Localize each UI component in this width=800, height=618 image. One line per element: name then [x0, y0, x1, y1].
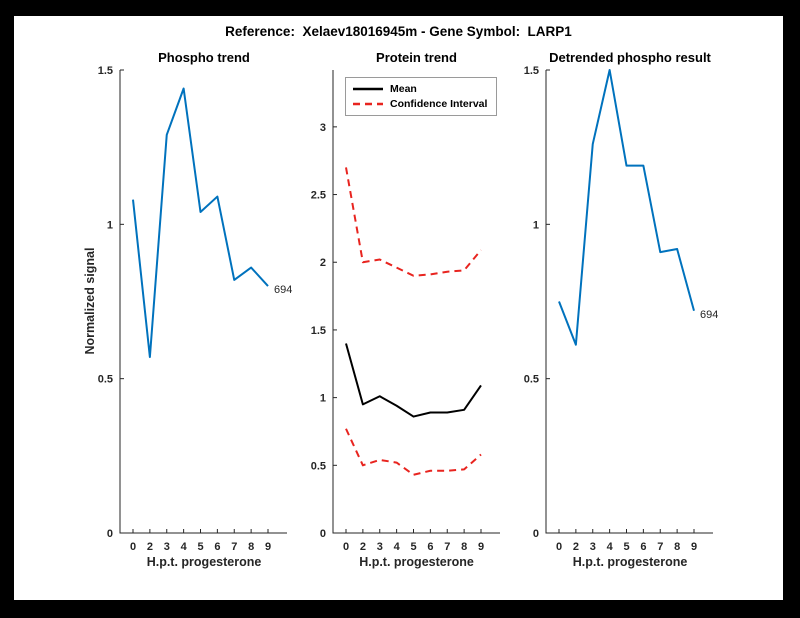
y-tick-label: 1.5 [311, 325, 326, 337]
x-tick-label: 9 [478, 541, 484, 553]
y-tick-label: 0.5 [524, 374, 539, 386]
x-tick-label: 6 [214, 541, 220, 553]
legend-label-mean: Mean [390, 83, 417, 95]
plot3-title: Detrended phospho result [549, 50, 711, 65]
legend-line-dashed-icon [353, 102, 383, 106]
x-tick-label: 8 [674, 541, 680, 553]
y-tick-label: 0.5 [311, 460, 326, 472]
y-tick-label: 1.5 [98, 65, 113, 77]
x-tick-label: 9 [691, 541, 697, 553]
end-point-label: 694 [700, 309, 718, 321]
end-point-label: 694 [274, 284, 292, 296]
x-tick-label: 3 [377, 541, 383, 553]
x-tick-label: 8 [461, 541, 467, 553]
legend-entry-confidence-interval: Confidence Interval [353, 98, 487, 110]
x-tick-label: 5 [623, 541, 629, 553]
legend-label-confidence-interval: Confidence Interval [390, 98, 488, 110]
y-tick-label: 0 [107, 528, 113, 540]
legend-entry-mean: Mean [353, 83, 487, 95]
x-tick-label: 3 [164, 541, 170, 553]
x-tick-label: 4 [607, 541, 614, 553]
x-tick-label: 7 [444, 541, 450, 553]
legend-line-solid-icon [353, 87, 383, 91]
x-tick-label: 9 [265, 541, 271, 553]
x-tick-label: 0 [556, 541, 562, 553]
x-tick-label: 6 [640, 541, 646, 553]
x-tick-label: 2 [573, 541, 579, 553]
x-tick-label: 0 [343, 541, 349, 553]
series-mean [345, 343, 482, 418]
y-tick-label: 1.5 [524, 65, 539, 77]
x-tick-label: 7 [657, 541, 663, 553]
x-tick-label: 5 [410, 541, 416, 553]
axis-lines [332, 70, 500, 534]
protein-trend-plot: 00.511.522.530 2 3 4 5 6 7 8 9 [311, 70, 500, 553]
x-tick-label: 6 [427, 541, 433, 553]
y-tick-label: 0 [533, 528, 539, 540]
plot2-title: Protein trend [376, 50, 457, 65]
x-tick-label: 8 [248, 541, 254, 553]
x-tick-label: 0 [130, 541, 136, 553]
y-tick-label: 2 [320, 257, 326, 269]
series-phospho-signal [132, 87, 269, 359]
figure-canvas: Reference: Xelaev18016945m - Gene Symbol… [14, 16, 783, 600]
y-tick-label: 1 [107, 219, 113, 231]
plot2-xlabel: H.p.t. progesterone [359, 555, 474, 569]
y-tick-label: 0.5 [98, 374, 113, 386]
x-tick-label: 2 [147, 541, 153, 553]
x-tick-label: 5 [197, 541, 203, 553]
plot3-xlabel: H.p.t. progesterone [572, 555, 688, 569]
series-confidence-interval-lower [345, 428, 482, 476]
y-tick-label: 0 [320, 528, 326, 540]
plot1-xlabel: H.p.t. progesterone [146, 555, 262, 569]
y-tick-label: 3 [320, 122, 326, 134]
legend-box: Mean Confidence Interval [345, 77, 498, 116]
x-tick-label: 3 [590, 541, 596, 553]
y-tick-label: 1 [320, 393, 326, 405]
figure-title: Reference: Xelaev18016945m - Gene Symbol… [225, 24, 572, 39]
y-tick-label: 1 [533, 219, 539, 231]
axis-lines [119, 70, 287, 534]
axis-lines [545, 70, 713, 534]
x-tick-label: 4 [181, 541, 188, 553]
y-tick-label: 2.5 [311, 190, 326, 202]
series-confidence-interval-upper [345, 167, 482, 277]
series-detrended-phospho-signal [558, 69, 695, 346]
x-tick-label: 7 [231, 541, 237, 553]
x-tick-label: 4 [394, 541, 401, 553]
plot1-ylabel: Normalized signal [83, 247, 97, 355]
x-tick-label: 2 [360, 541, 366, 553]
plot1-title: Phospho trend [158, 50, 250, 65]
